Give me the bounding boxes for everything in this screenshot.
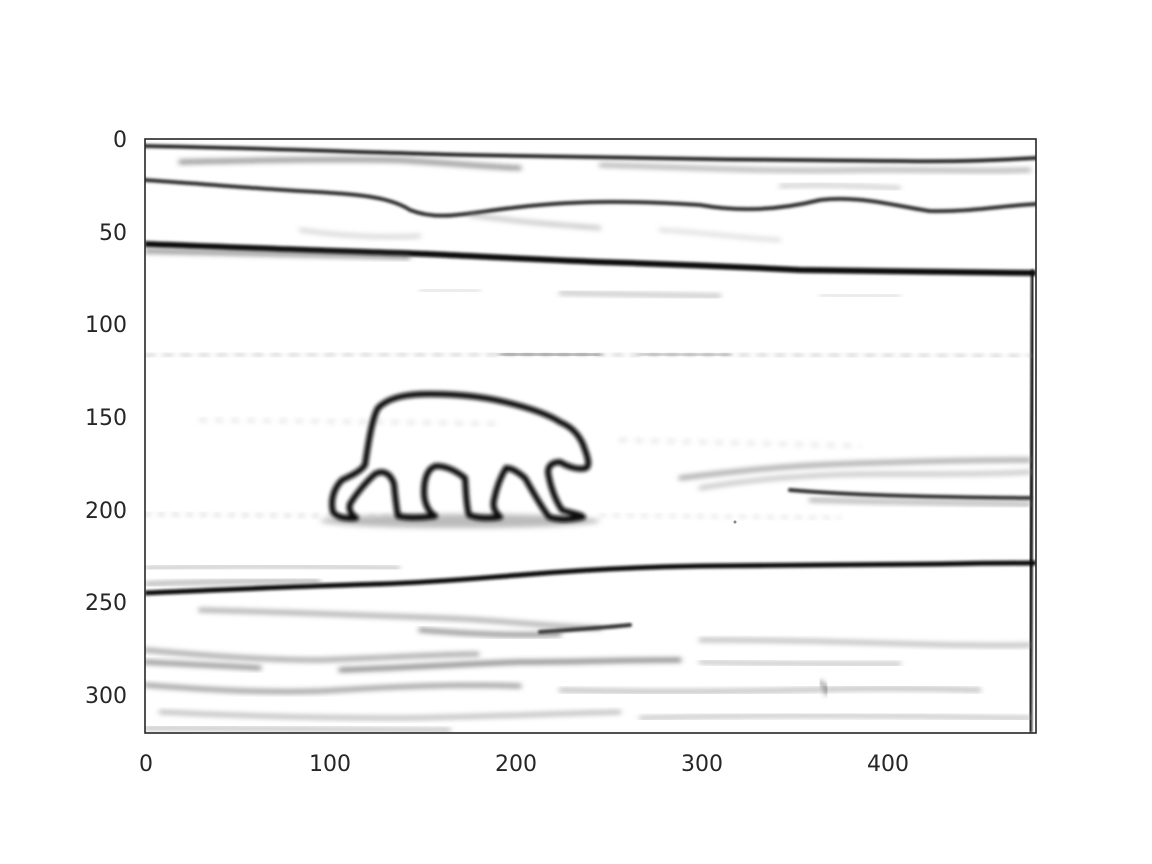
y-tick-label: 100 (85, 313, 127, 338)
y-tick-label: 0 (113, 128, 127, 153)
x-tick-label: 0 (139, 752, 153, 777)
y-tick-label: 150 (85, 406, 127, 431)
right-border-edge (1028, 269, 1035, 733)
top-ice-edges (145, 144, 1036, 241)
polar-bear-outline (329, 391, 592, 523)
bear-shadow (320, 514, 600, 528)
y-tick-label: 50 (99, 221, 127, 246)
y-axis: 0 50 100 150 200 250 300 (85, 128, 127, 709)
y-tick-label: 250 (85, 591, 127, 616)
bottom-ice-edges (145, 608, 1032, 731)
x-tick-label: 300 (681, 752, 723, 777)
x-tick-label: 400 (867, 752, 909, 777)
edge-image (145, 139, 1036, 733)
lower-shore-edge (145, 560, 1036, 596)
middle-snow-streaks (145, 289, 1031, 447)
ice-ridge-edges (145, 458, 1032, 519)
x-tick-label: 200 (495, 752, 537, 777)
x-tick-label: 100 (309, 752, 351, 777)
horizon-edge (145, 241, 1036, 276)
x-axis: 0 100 200 300 400 (139, 752, 909, 777)
y-tick-label: 300 (85, 684, 127, 709)
y-tick-label: 200 (85, 499, 127, 524)
plot-frame (144, 138, 1037, 734)
